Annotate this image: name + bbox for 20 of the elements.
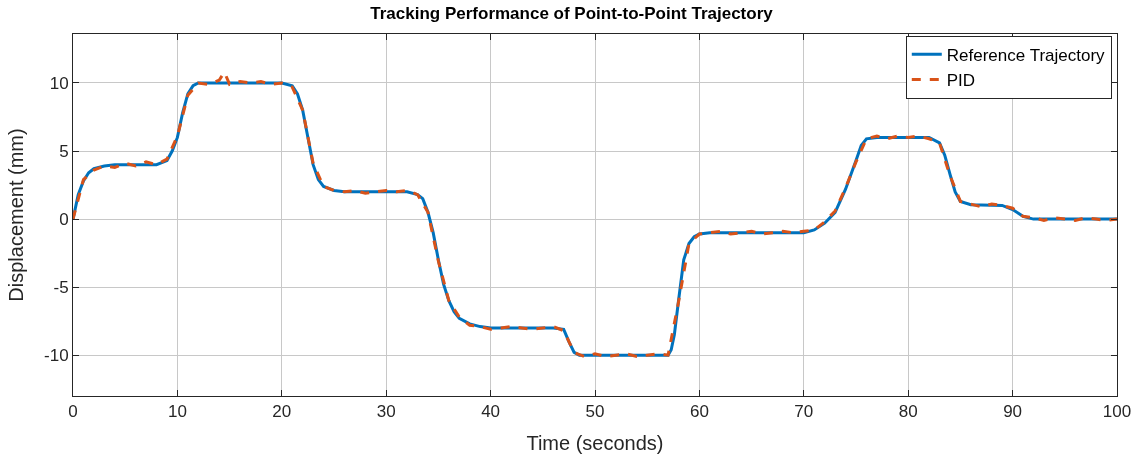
x-tick-label: 70 bbox=[794, 402, 814, 422]
chart-title: Tracking Performance of Point-to-Point Trajectory bbox=[370, 3, 774, 23]
x-tick-label: 30 bbox=[376, 402, 396, 422]
legend-label: Reference Trajectory bbox=[946, 45, 1106, 65]
x-tick-label: 10 bbox=[167, 402, 187, 422]
x-tick-label: 60 bbox=[689, 402, 709, 422]
x-tick-label: 90 bbox=[1003, 402, 1023, 422]
y-tick-label: 10 bbox=[49, 73, 69, 93]
x-tick-label: 20 bbox=[272, 402, 292, 422]
legend-label: PID bbox=[946, 71, 976, 91]
x-tick-label: 80 bbox=[898, 402, 918, 422]
x-tick-label: 100 bbox=[1102, 402, 1132, 422]
x-axis-title: Time (seconds) bbox=[526, 431, 664, 454]
y-tick-label: 0 bbox=[59, 210, 69, 230]
x-tick-label: 50 bbox=[585, 402, 605, 422]
x-tick-label: 40 bbox=[481, 402, 501, 422]
y-tick-label: 5 bbox=[59, 141, 69, 161]
y-axis-title: Displacement (mm) bbox=[4, 128, 27, 302]
y-tick-label: -5 bbox=[53, 278, 69, 298]
y-tick-label: -10 bbox=[44, 346, 69, 366]
